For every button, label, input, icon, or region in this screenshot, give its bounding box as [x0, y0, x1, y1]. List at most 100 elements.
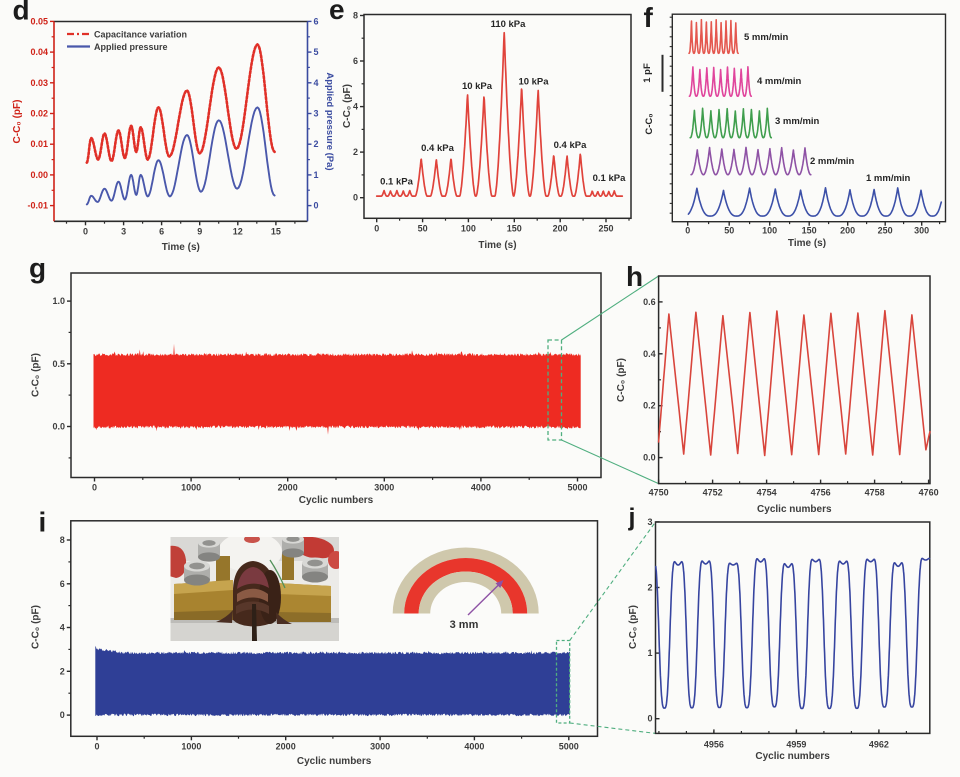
svg-text:0: 0: [83, 226, 88, 236]
svg-text:j: j: [628, 504, 636, 532]
svg-text:2: 2: [60, 666, 65, 676]
svg-text:1: 1: [314, 170, 319, 180]
svg-text:300: 300: [914, 226, 929, 236]
svg-text:0.1 kPa: 0.1 kPa: [593, 173, 626, 184]
svg-text:0.4 kPa: 0.4 kPa: [421, 143, 454, 154]
svg-text:0.03: 0.03: [30, 78, 48, 88]
svg-text:3 mm: 3 mm: [450, 619, 479, 631]
svg-text:0.6: 0.6: [643, 297, 656, 307]
svg-text:Applied pressure (Pa): Applied pressure (Pa): [324, 72, 335, 170]
svg-text:C-C₀ (pF): C-C₀ (pF): [31, 605, 42, 649]
svg-text:3: 3: [647, 517, 652, 527]
svg-text:2: 2: [353, 147, 358, 157]
svg-text:9: 9: [197, 226, 202, 236]
svg-text:C-C₀: C-C₀: [644, 113, 655, 134]
svg-text:3000: 3000: [374, 483, 394, 493]
svg-text:50: 50: [724, 226, 734, 236]
svg-text:100: 100: [461, 223, 476, 233]
svg-text:3: 3: [121, 226, 126, 236]
svg-text:4: 4: [314, 78, 319, 88]
svg-text:2000: 2000: [276, 741, 296, 751]
svg-text:1000: 1000: [181, 741, 201, 751]
svg-text:5: 5: [314, 47, 319, 57]
svg-text:C-C₀ (pF): C-C₀ (pF): [31, 353, 42, 397]
svg-text:100: 100: [762, 226, 777, 236]
svg-text:4959: 4959: [786, 739, 806, 749]
svg-text:1: 1: [647, 648, 652, 658]
svg-text:10 kPa: 10 kPa: [462, 81, 493, 92]
svg-text:4760: 4760: [919, 488, 939, 498]
svg-text:4000: 4000: [464, 741, 484, 751]
svg-text:e: e: [329, 0, 345, 25]
svg-text:250: 250: [598, 223, 613, 233]
svg-text:5000: 5000: [567, 483, 587, 493]
svg-text:0.5: 0.5: [52, 359, 65, 369]
svg-text:i: i: [39, 507, 47, 538]
svg-text:Applied pressure: Applied pressure: [94, 42, 168, 52]
svg-text:1 mm/min: 1 mm/min: [866, 173, 911, 184]
svg-text:Time (s): Time (s): [478, 240, 516, 251]
svg-text:2 mm/min: 2 mm/min: [810, 156, 855, 167]
svg-text:-0.01: -0.01: [27, 201, 48, 211]
svg-text:0.0: 0.0: [643, 453, 656, 463]
svg-text:5 mm/min: 5 mm/min: [744, 32, 789, 43]
svg-text:Time (s): Time (s): [162, 242, 200, 253]
svg-text:C-C₀ (pF): C-C₀ (pF): [12, 100, 23, 144]
svg-text:1000: 1000: [181, 483, 201, 493]
svg-text:4: 4: [353, 102, 358, 112]
svg-text:200: 200: [553, 223, 568, 233]
svg-text:250: 250: [878, 226, 893, 236]
svg-text:0.01: 0.01: [30, 139, 48, 149]
svg-text:50: 50: [418, 223, 428, 233]
svg-text:8: 8: [353, 11, 358, 21]
svg-text:4962: 4962: [869, 739, 889, 749]
svg-text:15: 15: [271, 226, 281, 236]
svg-text:8: 8: [60, 535, 65, 545]
svg-text:4758: 4758: [865, 488, 885, 498]
svg-text:3000: 3000: [370, 741, 390, 751]
svg-text:200: 200: [840, 226, 855, 236]
svg-text:f: f: [644, 2, 654, 33]
svg-text:h: h: [626, 261, 643, 292]
svg-text:0.05: 0.05: [30, 16, 48, 26]
svg-text:1 pF: 1 pF: [642, 63, 653, 83]
svg-text:6: 6: [314, 16, 319, 26]
svg-text:110 kPa: 110 kPa: [491, 19, 527, 30]
svg-text:3: 3: [314, 109, 319, 119]
svg-text:Cyclic numbers: Cyclic numbers: [297, 756, 372, 767]
svg-text:6: 6: [60, 579, 65, 589]
svg-text:2000: 2000: [278, 483, 298, 493]
svg-text:0: 0: [60, 710, 65, 720]
svg-text:4: 4: [60, 623, 65, 633]
svg-text:C-C₀ (pF): C-C₀ (pF): [628, 605, 639, 649]
svg-text:4750: 4750: [649, 488, 669, 498]
svg-text:2: 2: [314, 139, 319, 149]
svg-text:4754: 4754: [757, 488, 777, 498]
svg-text:0: 0: [374, 223, 379, 233]
svg-text:0: 0: [92, 483, 97, 493]
svg-text:Cyclic numbers: Cyclic numbers: [755, 751, 830, 762]
svg-text:6: 6: [159, 226, 164, 236]
svg-text:150: 150: [507, 223, 522, 233]
svg-text:1.0: 1.0: [52, 296, 65, 306]
svg-text:Capacitance variation: Capacitance variation: [94, 30, 187, 40]
svg-text:6: 6: [353, 56, 358, 66]
svg-text:Cyclic numbers: Cyclic numbers: [757, 504, 832, 515]
svg-text:0.2: 0.2: [643, 401, 656, 411]
svg-text:C-C₀ (pF): C-C₀ (pF): [616, 358, 627, 402]
svg-text:4000: 4000: [471, 483, 491, 493]
svg-text:0.1 kPa: 0.1 kPa: [380, 177, 413, 188]
svg-text:12: 12: [233, 226, 243, 236]
svg-text:Cyclic numbers: Cyclic numbers: [299, 495, 374, 506]
svg-text:0.4: 0.4: [643, 349, 656, 359]
svg-text:3 mm/min: 3 mm/min: [775, 116, 820, 127]
svg-text:5000: 5000: [559, 741, 579, 751]
svg-text:2: 2: [647, 583, 652, 593]
svg-text:10 kPa: 10 kPa: [518, 77, 549, 88]
svg-text:0: 0: [94, 741, 99, 751]
svg-text:4756: 4756: [811, 488, 831, 498]
svg-text:g: g: [29, 253, 46, 284]
svg-text:Time (s): Time (s): [788, 238, 826, 249]
svg-text:0.0: 0.0: [52, 422, 65, 432]
svg-text:0.00: 0.00: [30, 170, 48, 180]
